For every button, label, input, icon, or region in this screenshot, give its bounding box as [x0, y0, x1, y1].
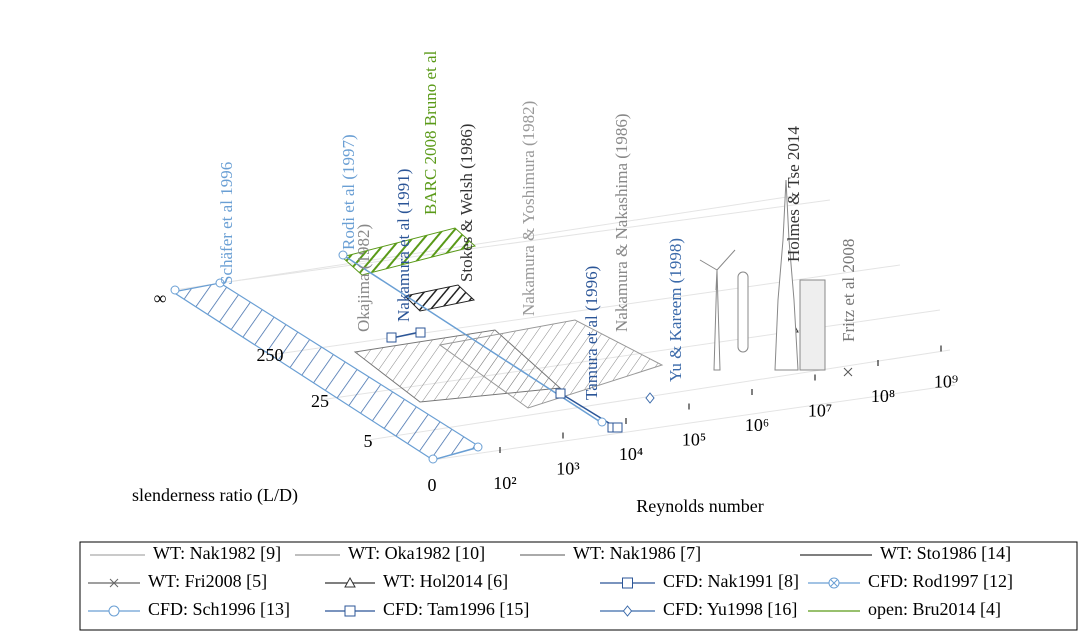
x-axis-label: Reynolds number	[636, 496, 764, 516]
y-tick-label: 5	[364, 431, 373, 451]
legend-label: WT: Nak1982 [9]	[153, 543, 281, 563]
legend-label: CFD: Rod1997 [12]	[868, 571, 1013, 591]
legend-marker	[344, 605, 356, 617]
annotation: Nakamura & Nakashima (1986)	[612, 113, 631, 332]
x-tick-label: 10⁴	[619, 444, 643, 464]
legend-marker	[109, 578, 119, 588]
legend-label: WT: Fri2008 [5]	[148, 571, 267, 591]
x-tick-label: 10⁵	[682, 430, 706, 450]
floor-shapes	[170, 179, 853, 464]
annotation: Fritz et al 2008	[839, 239, 858, 342]
legend-label: WT: Hol2014 [6]	[383, 571, 508, 591]
x-tick-label: 10⁸	[871, 386, 895, 406]
legend-marker	[108, 605, 120, 617]
legend-marker	[622, 605, 633, 617]
annotation: Holmes & Tse 2014	[784, 126, 803, 262]
legend-marker	[344, 576, 356, 588]
legend-label: WT: Nak1986 [7]	[573, 543, 701, 563]
legend-box	[79, 541, 1078, 631]
annotation: Yu & Kareem (1998)	[666, 238, 685, 382]
legend-label: CFD: Sch1996 [13]	[148, 599, 290, 619]
x-tick-label: 10⁷	[808, 401, 832, 421]
legend-marker	[830, 579, 838, 587]
y-tick-label: 0	[428, 475, 437, 495]
annotation: Okajima (1982)	[354, 224, 373, 332]
annotation: Nakamura & Yoshimura (1982)	[519, 101, 538, 316]
y-tick-label: 250	[257, 345, 284, 365]
legend-label: CFD: Yu1998 [16]	[663, 599, 797, 619]
annotation: Rodi et al (1997)	[339, 134, 358, 250]
y-tick-label: ∞	[154, 288, 167, 308]
x-tick-label: 10³	[556, 459, 580, 479]
legend-label: CFD: Nak1991 [8]	[663, 571, 799, 591]
annotation: Stokes & Welsh (1986)	[457, 124, 476, 282]
annotation: Nakamura et al (1991)	[394, 169, 413, 322]
x-tick-label: 10²	[493, 473, 516, 493]
annotation: BARC 2008 Bruno et al	[421, 50, 440, 215]
annotation: Schäfer et al 1996	[217, 162, 236, 285]
y-axis-label: slenderness ratio (L/D)	[132, 485, 298, 506]
x-tick-label: 10⁹	[934, 372, 958, 392]
y-tick-label: 25	[311, 391, 329, 411]
legend-label: WT: Sto1986 [14]	[880, 543, 1011, 563]
legend-label: open: Bru2014 [4]	[868, 599, 1001, 619]
legend-marker	[622, 577, 633, 589]
legend-label: CFD: Tam1996 [15]	[383, 599, 529, 619]
annotation: Tamura et al (1996)	[582, 266, 601, 400]
legend-label: WT: Oka1982 [10]	[348, 543, 485, 563]
x-tick-label: 10⁶	[745, 415, 769, 435]
